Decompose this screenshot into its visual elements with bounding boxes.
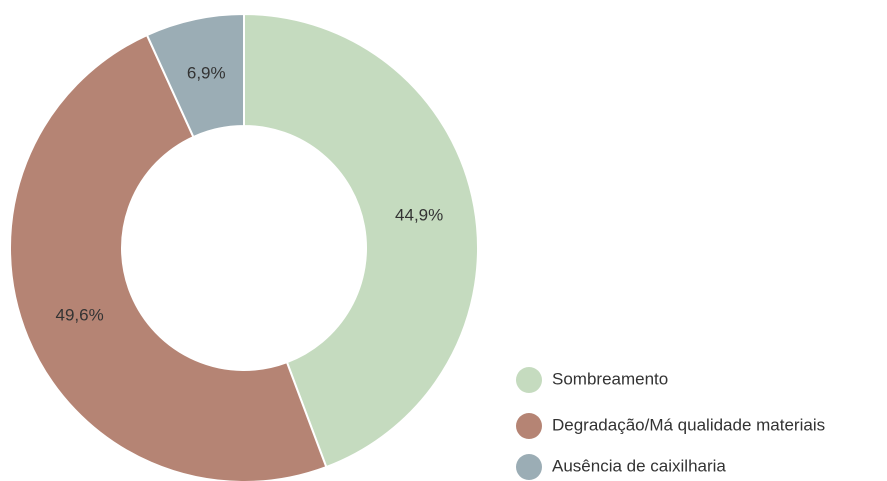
legend-label: Degradação/Má qualidade materiais [552,415,825,434]
legend-label: Ausência de caixilharia [552,456,726,475]
data-label: 44,9% [395,206,443,225]
data-label: 49,6% [56,306,104,325]
donut-slice [243,12,479,469]
donut-slice [145,12,245,139]
legend-swatch [516,413,542,439]
legend-swatch [516,367,542,393]
data-label: 6,9% [187,64,226,83]
donut-slice [9,33,328,481]
legend-label: Sombreamento [552,369,668,388]
legend-swatch [516,454,542,480]
